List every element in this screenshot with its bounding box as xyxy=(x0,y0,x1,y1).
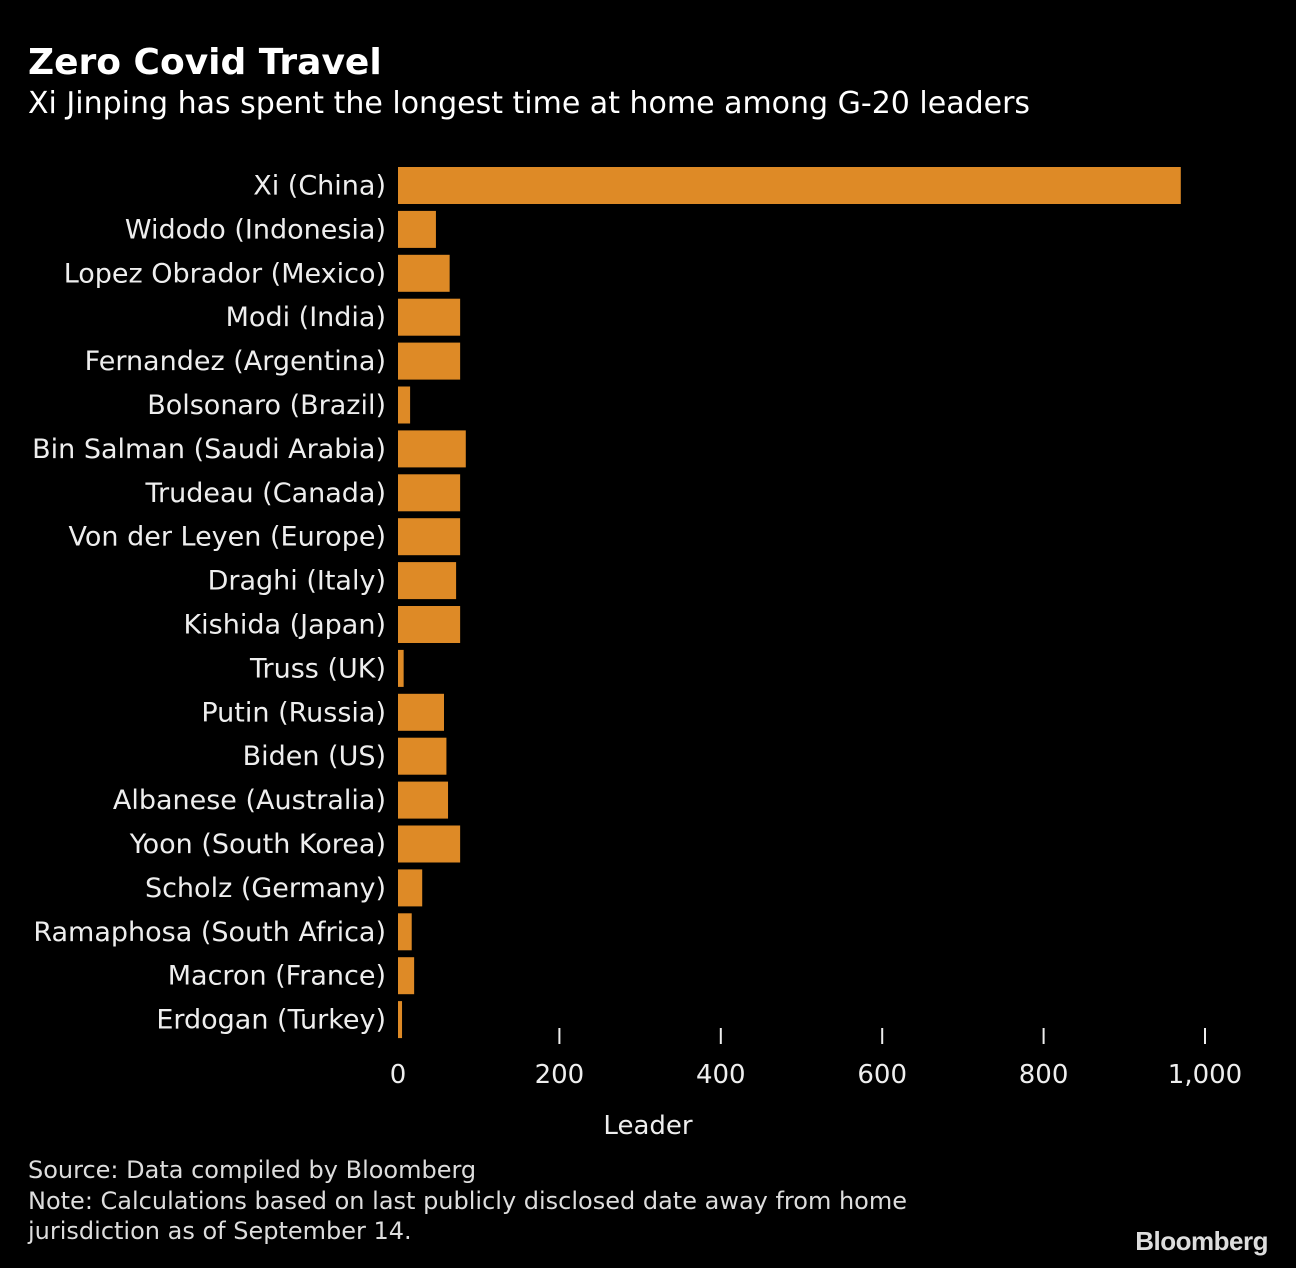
bar xyxy=(398,298,461,336)
bar xyxy=(398,386,411,424)
tick-label: 800 xyxy=(1019,1060,1069,1090)
bar xyxy=(398,1001,403,1039)
category-label: Erdogan (Turkey) xyxy=(156,1005,386,1036)
x-axis-ticks: 0 200 400 600 800 1,000 xyxy=(390,1028,1242,1090)
category-label: Scholz (Germany) xyxy=(145,873,386,904)
bar xyxy=(398,869,423,907)
bars-group xyxy=(398,167,1181,1039)
bar xyxy=(398,737,447,775)
category-label: Bolsonaro (Brazil) xyxy=(147,390,386,421)
bar xyxy=(398,167,1181,204)
bar xyxy=(398,210,436,248)
category-label: Von der Leyen (Europe) xyxy=(68,522,386,553)
bar xyxy=(398,913,412,951)
chart-subtitle: Xi Jinping has spent the longest time at… xyxy=(28,86,1031,121)
category-label: Xi (China) xyxy=(253,171,386,202)
category-label: Putin (Russia) xyxy=(201,697,386,728)
category-label: Modi (India) xyxy=(226,302,386,333)
category-label: Lopez Obrador (Mexico) xyxy=(64,258,386,289)
category-label: Kishida (Japan) xyxy=(183,610,386,641)
category-labels: Xi (China) Widodo (Indonesia) Lopez Obrado… xyxy=(32,171,386,1036)
bar xyxy=(398,430,466,468)
category-label: Yoon (South Korea) xyxy=(129,829,386,860)
bloomberg-logo: Bloomberg xyxy=(1135,1226,1268,1256)
category-label: Ramaphosa (South Africa) xyxy=(33,917,386,948)
category-label: Fernandez (Argentina) xyxy=(85,346,386,377)
footnote: Note: Calculations based on last publicl… xyxy=(28,1187,907,1245)
bar xyxy=(398,562,457,600)
category-label: Truss (UK) xyxy=(249,653,386,684)
bar xyxy=(398,825,461,863)
tick-label: 1,000 xyxy=(1168,1060,1242,1090)
category-label: Draghi (Italy) xyxy=(208,566,386,597)
tick-label: 400 xyxy=(696,1060,746,1090)
bar xyxy=(398,957,415,995)
x-axis-label: Leader xyxy=(603,1111,692,1141)
tick-label: 0 xyxy=(390,1060,407,1090)
category-label: Albanese (Australia) xyxy=(113,785,386,816)
source-note: Source: Data compiled by Bloomberg xyxy=(28,1156,477,1184)
bar xyxy=(398,342,461,380)
bar xyxy=(398,693,444,731)
bar-chart: Xi (China) Widodo (Indonesia) Lopez Obrado… xyxy=(32,167,1242,1141)
tick-label: 200 xyxy=(535,1060,585,1090)
category-label: Macron (France) xyxy=(168,961,386,992)
category-label: Widodo (Indonesia) xyxy=(125,214,386,245)
chart-title: Zero Covid Travel xyxy=(28,42,382,83)
bar xyxy=(398,606,461,643)
bar xyxy=(398,781,449,819)
tick-label: 600 xyxy=(857,1060,907,1090)
bar xyxy=(398,649,404,687)
category-label: Bin Salman (Saudi Arabia) xyxy=(32,434,386,465)
bar xyxy=(398,518,461,556)
category-label: Biden (US) xyxy=(243,741,386,772)
bar xyxy=(398,254,450,292)
category-label: Trudeau (Canada) xyxy=(144,478,386,509)
bar xyxy=(398,474,461,512)
